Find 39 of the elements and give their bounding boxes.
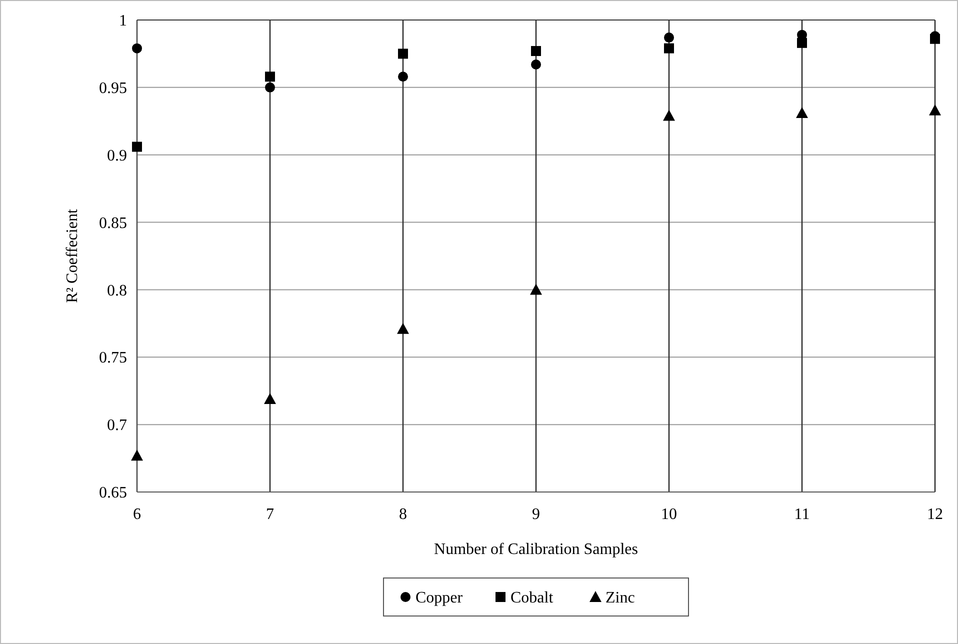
- y-tick-label: 0.85: [99, 214, 127, 232]
- point: [397, 322, 409, 334]
- y-axis-title: R² Coeffecient: [64, 208, 81, 303]
- x-axis-title: Number of Calibration Samples: [434, 541, 638, 558]
- y-tick-label: 0.95: [99, 80, 127, 98]
- point: [531, 46, 541, 56]
- y-tick-label: 0.75: [99, 350, 127, 367]
- point: [265, 82, 275, 92]
- x-tick-label: 10: [661, 506, 677, 523]
- point: [132, 43, 142, 54]
- point: [398, 72, 408, 82]
- x-tick-label: 12: [927, 506, 943, 523]
- y-tick-label: 0.8: [107, 282, 127, 300]
- point: [131, 450, 143, 461]
- point: [398, 48, 408, 59]
- point: [797, 38, 807, 48]
- point: [930, 34, 940, 44]
- point: [663, 110, 675, 121]
- legend-label: Copper: [416, 590, 464, 607]
- point: [664, 43, 674, 54]
- x-tick-label: 8: [399, 506, 407, 523]
- point: [796, 107, 808, 118]
- point: [531, 60, 541, 70]
- y-tick-label: 0.7: [107, 417, 127, 434]
- point: [664, 32, 674, 43]
- y-tick-label: 1: [119, 12, 127, 30]
- y-tick-label: 0.9: [107, 147, 127, 164]
- x-tick-label: 9: [532, 506, 540, 523]
- x-tick-label: 7: [266, 506, 274, 523]
- point: [929, 104, 941, 116]
- y-tick-label: 0.65: [99, 484, 127, 502]
- legend-label: Cobalt: [510, 590, 554, 607]
- x-tick-label: 11: [794, 506, 810, 523]
- x-tick-label: 6: [133, 506, 141, 523]
- point: [132, 142, 142, 152]
- point: [530, 284, 542, 295]
- point: [264, 392, 276, 404]
- point: [265, 72, 275, 82]
- legend-label: Zinc: [606, 590, 635, 607]
